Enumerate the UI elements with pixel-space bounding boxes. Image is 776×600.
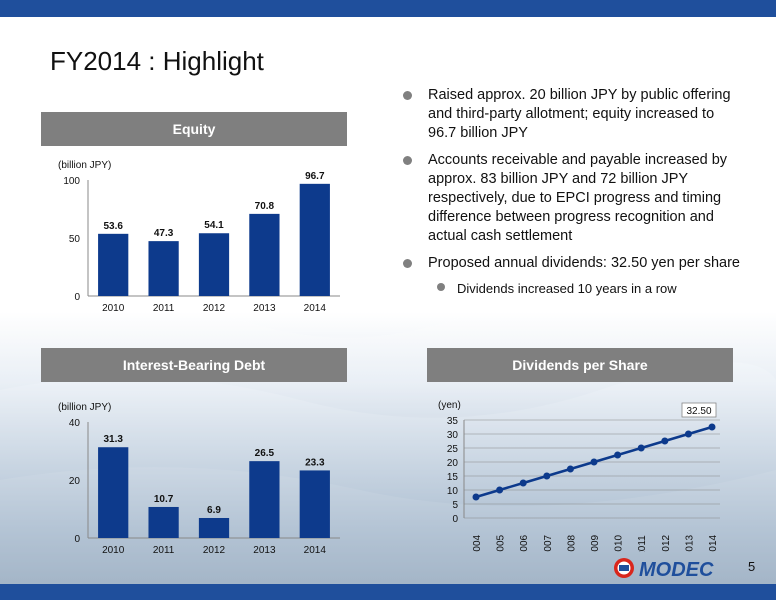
equity-ytick: 100 (63, 176, 80, 187)
dividends-xtick: 2014 (708, 534, 719, 552)
dividends-xtick: 2013 (684, 534, 695, 552)
dividends-ytick: 30 (447, 430, 459, 441)
debt-xtick: 2013 (253, 545, 276, 556)
dividends-chart: (yen) 0 5 10 15 20 25 30 35 2004 2005 2006 2007 2008 2… (438, 400, 720, 552)
dividends-point (496, 486, 504, 494)
dividends-xtick: 2007 (543, 534, 554, 552)
dividends-callout: 32.50 (686, 406, 711, 417)
equity-bar (299, 183, 330, 296)
dividends-xtick: 2011 (637, 535, 648, 552)
debt-data-label: 26.5 (255, 448, 275, 459)
debt-xtick: 2011 (153, 545, 175, 556)
highlight-bullets: Raised approx. 20 billion JPY by public … (402, 86, 742, 298)
equity-data-label: 54.1 (204, 220, 224, 231)
dividends-point (543, 472, 551, 480)
dividends-xtick: 2005 (496, 534, 507, 552)
equity-data-label: 53.6 (103, 221, 123, 232)
dividends-point (566, 465, 574, 473)
page-number: 5 (748, 559, 756, 574)
modec-logo: MODEC (614, 558, 714, 581)
debt-bar (198, 517, 230, 538)
dividends-xtick: 2009 (590, 534, 601, 552)
equity-panel-header: Equity (41, 112, 347, 146)
bullet-item: Accounts receivable and payable increase… (402, 151, 742, 246)
slide-title: FY2014 : Highlight (50, 46, 264, 76)
dividends-ylabel: (yen) (438, 400, 461, 411)
dividends-xtick: 2010 (614, 534, 625, 552)
equity-bar (249, 213, 280, 296)
logo-text: MODEC (639, 559, 714, 581)
bullet-item: Raised approx. 20 billion JPY by public … (402, 86, 742, 143)
dividends-point (637, 444, 645, 452)
dividends-point (614, 451, 622, 459)
debt-ylabel: (billion JPY) (58, 402, 111, 413)
equity-data-label: 96.7 (305, 171, 325, 182)
equity-xtick: 2011 (153, 303, 175, 314)
bullet-item: Proposed annual dividends: 32.50 yen per… (402, 254, 742, 273)
debt-data-label: 10.7 (154, 494, 174, 505)
equity-bar (98, 233, 129, 296)
equity-data-label: 70.8 (255, 201, 275, 212)
dividends-xtick: 2006 (519, 534, 530, 552)
equity-xtick: 2014 (304, 303, 327, 314)
equity-xtick: 2012 (203, 303, 226, 314)
equity-ylabel: (billion JPY) (58, 160, 111, 171)
top-bar (0, 0, 776, 17)
dividends-ytick: 5 (452, 500, 458, 511)
debt-data-label: 23.3 (305, 457, 325, 468)
equity-ytick: 0 (74, 292, 80, 303)
dividends-xtick: 2012 (661, 534, 672, 552)
equity-xtick: 2013 (253, 303, 276, 314)
dividends-callout-box (681, 402, 717, 418)
dividends-ytick: 10 (447, 486, 459, 497)
debt-ytick: 0 (74, 534, 80, 545)
debt-ytick: 40 (69, 418, 81, 429)
dividends-ytick: 25 (447, 444, 459, 455)
debt-bar (249, 461, 280, 538)
equity-bar (198, 233, 230, 296)
debt-ytick: 20 (69, 476, 81, 487)
equity-bar (148, 241, 179, 296)
dividends-ytick: 35 (447, 416, 459, 427)
dividends-point (590, 458, 598, 466)
dividends-xtick: 2008 (566, 534, 577, 552)
dividends-point (472, 493, 480, 501)
debt-xtick: 2010 (102, 545, 125, 556)
debt-panel-header: Interest-Bearing Debt (41, 348, 347, 382)
dividends-panel-header: Dividends per Share (427, 348, 733, 382)
debt-bar (148, 506, 179, 538)
debt-data-label: 6.9 (207, 505, 221, 516)
equity-ytick: 50 (69, 234, 81, 245)
dividends-point (661, 437, 669, 445)
debt-bar (299, 470, 330, 538)
debt-data-label: 31.3 (103, 434, 123, 445)
sub-bullet-item: Dividends increased 10 years in a row (402, 279, 742, 298)
dividends-ytick: 20 (447, 458, 459, 469)
dividends-point (684, 430, 692, 438)
debt-xtick: 2014 (304, 545, 327, 556)
equity-chart: (billion JPY) 0 50 100 53.6 2010 47.3 2011 54.1 2… (58, 160, 340, 314)
dividends-xtick: 2004 (472, 534, 483, 552)
equity-data-label: 47.3 (154, 228, 174, 239)
debt-xtick: 2012 (203, 545, 226, 556)
debt-chart: (billion JPY) 0 20 40 31.3 2010 10.7 2011 6.9 201… (58, 402, 340, 556)
dividends-ytick: 15 (447, 472, 459, 483)
bottom-bar (0, 584, 776, 600)
dividends-point (519, 479, 527, 487)
dividends-point (708, 423, 716, 431)
equity-xtick: 2010 (102, 303, 125, 314)
debt-bar (98, 447, 129, 538)
dividends-ytick: 0 (452, 514, 458, 525)
